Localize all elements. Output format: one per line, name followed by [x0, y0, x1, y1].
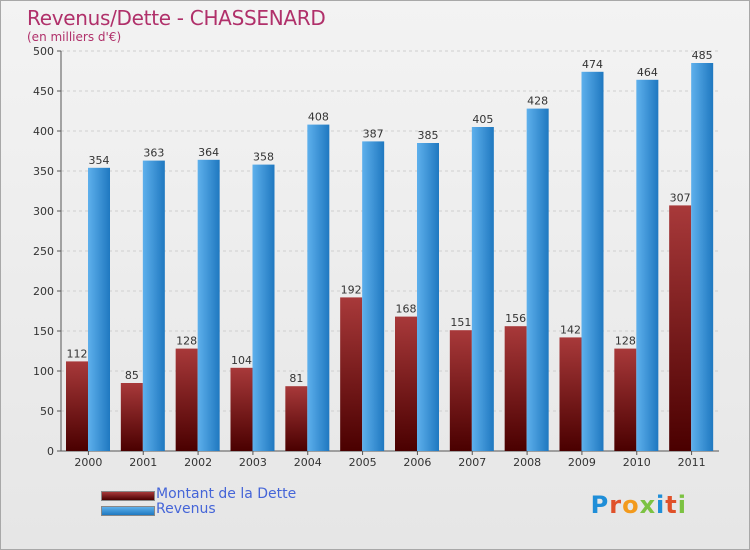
- bar-revenus: [307, 124, 330, 451]
- legend-label-dette: Montant de la Dette: [156, 486, 297, 502]
- data-label-revenus: 364: [198, 146, 219, 159]
- data-label-revenus: 485: [692, 49, 713, 62]
- logo-letter: P: [590, 491, 610, 519]
- bar-dette: [449, 330, 472, 451]
- bar-revenus: [362, 141, 385, 451]
- y-tick-label: 50: [40, 405, 54, 418]
- data-label-dette: 104: [231, 354, 252, 367]
- legend-swatch-dette: [101, 491, 155, 501]
- bar-revenus: [526, 108, 549, 451]
- data-label-revenus: 387: [363, 127, 384, 140]
- x-tick-label: 2007: [458, 456, 486, 469]
- chart-subtitle: (en milliers d'€): [27, 30, 122, 44]
- x-tick-label: 2010: [623, 456, 651, 469]
- data-label-revenus: 354: [89, 154, 110, 167]
- y-tick-label: 500: [33, 45, 54, 58]
- data-label-dette: 192: [341, 283, 362, 296]
- bar-dette: [504, 326, 527, 451]
- y-tick-label: 400: [33, 125, 54, 138]
- logo-letter: i: [677, 491, 687, 519]
- bar-dette: [614, 348, 637, 451]
- proxiti-logo: Proxiti: [591, 491, 687, 519]
- chart-title: Revenus/Dette - CHASSENARD: [27, 6, 326, 30]
- bar-revenus: [417, 143, 439, 451]
- x-tick-label: 2006: [403, 456, 431, 469]
- bar-dette: [66, 361, 88, 451]
- x-tick-label: 2000: [74, 456, 102, 469]
- data-label-revenus: 428: [527, 95, 548, 108]
- y-tick-label: 250: [33, 245, 54, 258]
- x-tick-label: 2002: [184, 456, 212, 469]
- y-tick-label: 450: [33, 85, 54, 98]
- data-label-dette: 307: [670, 191, 691, 204]
- bar-revenus: [197, 159, 220, 452]
- data-label-dette: 142: [560, 323, 581, 336]
- bar-dette: [395, 316, 417, 451]
- y-tick-label: 300: [33, 205, 54, 218]
- bar-revenus: [471, 127, 494, 451]
- logo-letter: o: [622, 491, 640, 519]
- logo-letter: r: [609, 491, 623, 519]
- data-label-dette: 128: [615, 335, 636, 348]
- y-tick-label: 200: [33, 285, 54, 298]
- x-tick-label: 2011: [678, 456, 706, 469]
- data-label-dette: 128: [176, 335, 197, 348]
- bar-dette: [175, 348, 198, 451]
- bar-revenus: [142, 160, 165, 451]
- data-label-revenus: 408: [308, 111, 329, 124]
- bar-revenus: [88, 167, 110, 452]
- y-tick-label: 150: [33, 325, 54, 338]
- logo-letter: t: [665, 491, 678, 519]
- data-label-revenus: 405: [472, 113, 493, 126]
- data-label-dette: 156: [505, 312, 526, 325]
- logo-letter: x: [639, 491, 657, 519]
- data-label-dette: 168: [396, 303, 417, 316]
- x-tick-label: 2004: [294, 456, 322, 469]
- data-labels: 112 354 85 363 128 364 104 358 81 408 192 387 168 385…: [67, 49, 713, 385]
- axes: 0 50 100 150 200 250 300 350 400 450 500 2000 2001 20…: [33, 45, 719, 469]
- data-label-dette: 112: [67, 347, 88, 360]
- data-label-revenus: 385: [418, 129, 439, 142]
- y-tick-label: 350: [33, 165, 54, 178]
- data-label-dette: 85: [125, 369, 139, 382]
- logo-letter: i: [656, 491, 666, 519]
- x-tick-label: 2005: [349, 456, 377, 469]
- y-tick-label: 100: [33, 365, 54, 378]
- x-tick-label: 2003: [239, 456, 267, 469]
- bar-dette: [120, 383, 143, 451]
- legend-label-revenus: Revenus: [156, 501, 216, 517]
- x-tick-label: 2008: [513, 456, 541, 469]
- bar-dette: [559, 337, 582, 451]
- bar-dette: [340, 297, 363, 451]
- bar-dette: [230, 367, 253, 451]
- x-tick-label: 2009: [568, 456, 596, 469]
- data-label-dette: 81: [289, 372, 303, 385]
- bars: [66, 63, 714, 452]
- data-label-revenus: 363: [143, 147, 164, 160]
- data-label-revenus: 474: [582, 58, 603, 71]
- x-tick-label: 2001: [129, 456, 157, 469]
- legend-swatch-revenus: [101, 506, 155, 516]
- data-label-revenus: 464: [637, 66, 658, 79]
- bar-revenus: [252, 164, 275, 451]
- data-label-dette: 151: [450, 316, 471, 329]
- bar-dette: [669, 205, 692, 451]
- y-tick-label: 0: [47, 445, 54, 458]
- bar-revenus: [581, 71, 604, 452]
- bar-dette: [285, 386, 308, 451]
- bar-revenus: [636, 79, 659, 452]
- data-label-revenus: 358: [253, 151, 274, 164]
- bar-revenus: [691, 63, 714, 451]
